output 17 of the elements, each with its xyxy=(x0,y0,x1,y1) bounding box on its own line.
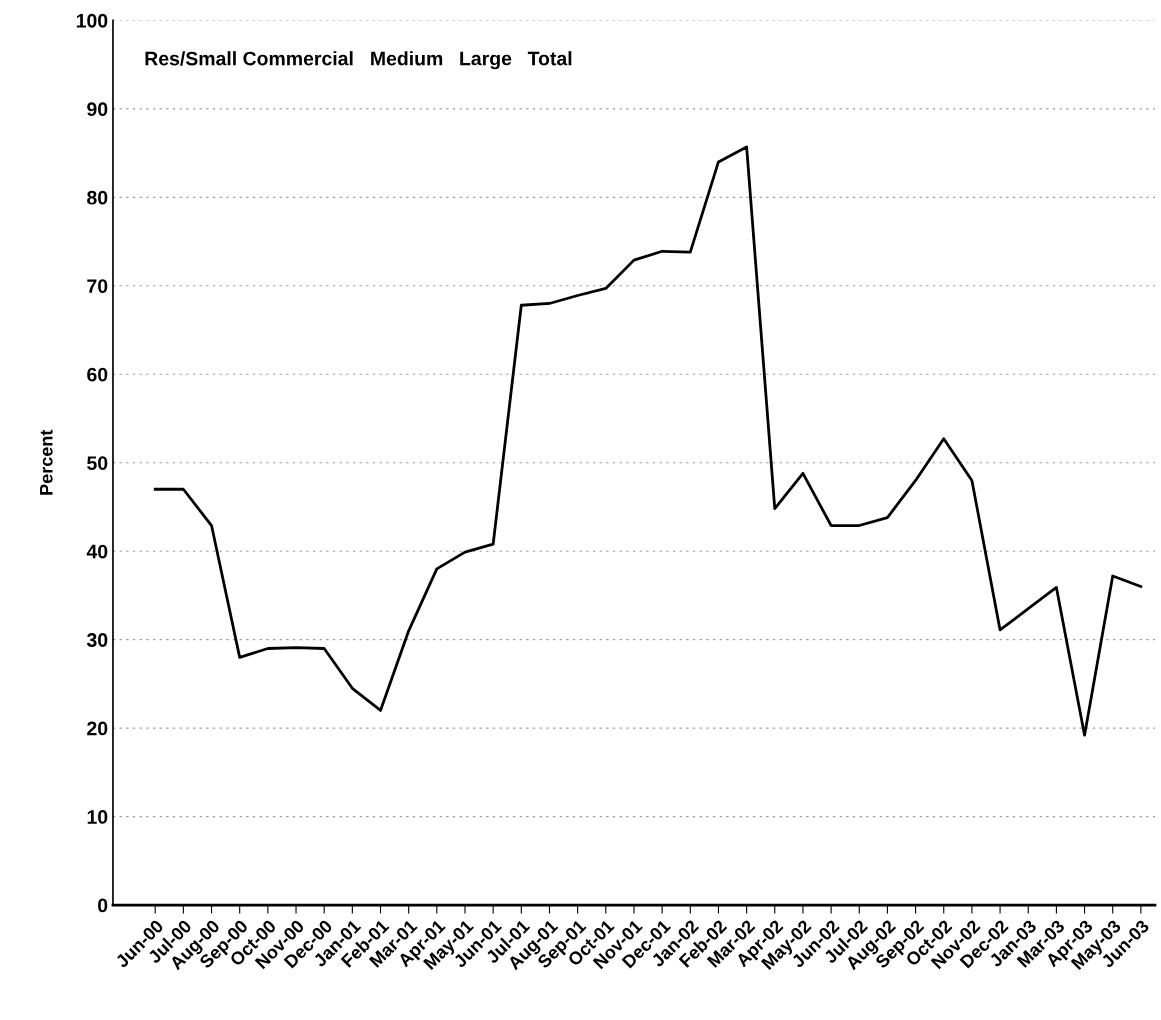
annotation: Large xyxy=(460,51,512,70)
annotation: Res/Small Commercial xyxy=(145,51,353,66)
y-tick-label: 80 xyxy=(87,190,108,205)
y-tick-label: 40 xyxy=(86,544,108,559)
y-tick-label: 100 xyxy=(76,13,108,28)
y-tick-label: 30 xyxy=(86,633,108,647)
y-tick-label: 70 xyxy=(87,279,108,294)
y-tick-label: 90 xyxy=(87,102,108,117)
y-tick-label: 60 xyxy=(87,367,108,382)
y-tick-label: 10 xyxy=(87,810,108,824)
annotation: Total xyxy=(527,51,572,66)
annotation: Medium xyxy=(371,51,443,66)
y-tick-label: 50 xyxy=(87,456,108,470)
y-tick-label: 20 xyxy=(87,721,108,736)
y-tick-label: 0 xyxy=(98,898,108,913)
line-series xyxy=(153,145,1143,737)
y-axis-title: Percent xyxy=(40,429,53,495)
